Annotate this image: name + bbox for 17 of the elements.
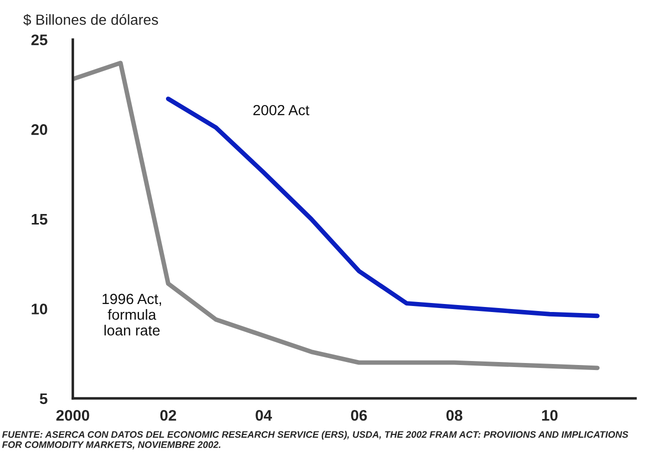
x-tick-label: 02 — [160, 410, 176, 421]
text: 2002 Act — [253, 104, 310, 116]
y-tick-label: 15 — [32, 214, 48, 225]
line-series — [72, 60, 600, 370]
x-tick-label: 06 — [351, 410, 367, 421]
x-tick-label: 08 — [446, 410, 462, 421]
y-tick-label: 5 — [40, 393, 48, 404]
line-series — [166, 96, 600, 318]
y-tick-label: 25 — [31, 34, 48, 46]
x-tick-label: 04 — [256, 410, 272, 421]
source-note: FUENTE: ASERCA CON DATOS DEL ECONOMIC RESEARCH SERVICE (ERS), USDA, THE 2002 FRAM ACT: PROVIIONS AND IMPLICATIONS FOR COMMODITY MARKETS, NOVIEMBRE 2002. — [2, 430, 628, 450]
x-tick-label: 2000 — [56, 410, 90, 421]
y-tick-label: 20 — [31, 124, 48, 135]
y-tick-label: 10 — [32, 304, 48, 314]
series-label: 1996 Act, formula loan rate — [102, 294, 161, 336]
x-tick-label: 10 — [542, 410, 558, 421]
y-axis-title: $ Billones de dólares — [23, 14, 158, 26]
